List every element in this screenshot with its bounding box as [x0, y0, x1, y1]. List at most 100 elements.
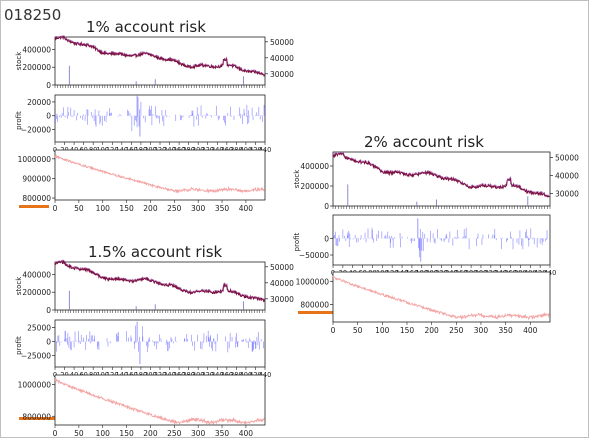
panel-title-1pct: 1% account risk	[86, 18, 206, 36]
profit-bars	[55, 321, 265, 365]
highlight-underline-1pct	[19, 205, 49, 208]
stock-volume-series	[68, 65, 244, 85]
equity-line	[332, 276, 550, 321]
equity-xtick-label: 350	[215, 429, 230, 438]
equity-xtick-label: 50	[353, 326, 363, 335]
stock-ytick-right-label: 40000	[270, 279, 294, 288]
stock-ytick-right-label: 40000	[555, 171, 579, 180]
highlight-underline-2pct	[298, 311, 334, 314]
equity-xtick-label: 0	[53, 204, 58, 213]
equity-xtick-label: 100	[96, 429, 111, 438]
equity-line	[54, 154, 265, 194]
stock-ytick-left-label: 0	[324, 202, 329, 211]
profit-ytick-label: 20000	[27, 98, 51, 107]
equity-xtick-label: 150	[119, 204, 134, 213]
stock-ytick-right-label: 30000	[270, 70, 294, 79]
equity-xtick-label: 250	[449, 326, 464, 335]
stock-price-overlay	[54, 35, 265, 75]
stock-volume-series	[347, 184, 529, 206]
equity-subplot: 800000 1000000 0 50 100 150 200 250 300 350 400	[18, 374, 266, 438]
profit-axes-frame	[54, 319, 266, 368]
profit-ytick-label: 0	[324, 234, 329, 243]
equity-xtick-label: 400	[523, 326, 538, 335]
equity-axes-frame	[332, 271, 551, 323]
equity-xtick-label: 0	[53, 429, 58, 438]
equity-xtick-label: 300	[474, 326, 489, 335]
equity-xtick-label: 100	[375, 326, 390, 335]
equity-xtick-label: 250	[167, 204, 182, 213]
stock-ytick-left-label: 400000	[22, 270, 51, 279]
profit-axes-frame	[54, 94, 266, 143]
stock-ytick-left-label: 400000	[300, 162, 329, 171]
equity-xtick-label: 300	[191, 204, 206, 213]
profit-ytick-label: 25000	[27, 323, 51, 332]
profit-ytick-label: 0	[46, 338, 51, 347]
stock-ylabel: stock	[15, 51, 23, 71]
equity-xtick-label: 150	[119, 429, 134, 438]
stock-ytick-left-label: 400000	[22, 45, 51, 54]
equity-ytick-label: 800000	[22, 412, 51, 421]
equity-xtick-label: 100	[96, 204, 111, 213]
profit-ylabel: profit	[293, 232, 301, 251]
profit-subplot: −25000025000profit0204060801001201401601…	[15, 319, 271, 379]
stock-price-line	[332, 152, 550, 198]
equity-subplot: 800000 900000 1000000 0 50 100 150 200 250 300 350…	[18, 149, 266, 213]
stock-subplot: 0 200000 400000 30000 40000 50000 stock	[293, 151, 579, 211]
stock-ytick-right-label: 40000	[270, 54, 294, 63]
equity-axes-frame	[54, 149, 266, 201]
stock-price-line	[54, 35, 266, 78]
equity-subplot: 800000 1000000 0 50 100 150 200 250 300 350 400	[296, 271, 551, 335]
equity-xtick-label: 150	[400, 326, 415, 335]
panel-title-1-5pct: 1.5% account risk	[88, 243, 223, 261]
stock-price-overlay	[332, 151, 550, 197]
profit-axes-frame	[332, 214, 551, 266]
chart-panel-2: 0200000400000300004000050000stock−500000…	[293, 151, 579, 335]
profit-subplot: −500000profit020406080100120140160180200…	[293, 214, 556, 277]
stock-code-label: 018250	[4, 6, 62, 24]
profit-subplot: −20000020000profit0204060801001201401601…	[15, 94, 271, 154]
stock-ylabel: stock	[293, 169, 301, 189]
equity-ytick-label: 900000	[22, 174, 51, 183]
equity-xtick-label: 300	[191, 429, 206, 438]
stock-ytick-right-label: 50000	[270, 38, 294, 47]
equity-xtick-label: 350	[498, 326, 513, 335]
profit-ytick-label: −50000	[299, 251, 329, 260]
equity-xtick-label: 350	[215, 204, 230, 213]
equity-ytick-label: 800000	[22, 194, 51, 203]
panel-title-2pct: 2% account risk	[364, 133, 484, 151]
equity-line	[54, 378, 265, 425]
stock-ytick-right-label: 30000	[270, 295, 294, 304]
chart-panel-1: 0200000400000300004000050000stock−200000…	[15, 35, 294, 213]
chart-panel-3: 0 200000 400000 30000 40000 50000 stock −25000 0…	[15, 259, 294, 438]
stock-axes-frame	[54, 261, 266, 311]
equity-ytick-label: 1000000	[18, 381, 52, 390]
stock-ytick-left-label: 0	[46, 81, 51, 90]
equity-xtick-label: 200	[143, 429, 158, 438]
stock-ylabel: stock	[15, 276, 23, 296]
profit-ytick-label: −20000	[21, 126, 51, 135]
stock-price-overlay	[54, 259, 265, 300]
stock-ytick-right-label: 50000	[555, 153, 579, 162]
stock-subplot: 0 200000 400000 30000 40000 50000 stock	[15, 259, 294, 315]
equity-xtick-label: 0	[331, 326, 336, 335]
profit-bars	[333, 218, 550, 262]
highlight-underline-1-5pct	[19, 417, 55, 420]
stock-ytick-right-label: 50000	[270, 263, 294, 272]
profit-ytick-label: 0	[46, 112, 51, 121]
equity-ytick-label: 800000	[300, 301, 329, 310]
stock-ytick-right-label: 30000	[555, 189, 579, 198]
stock-ytick-left-label: 200000	[300, 182, 329, 191]
equity-xtick-label: 200	[143, 204, 158, 213]
profit-bars	[55, 95, 265, 137]
stock-volume-series	[68, 290, 244, 310]
equity-ytick-label: 1000000	[296, 277, 330, 286]
profit-ylabel: profit	[15, 111, 23, 130]
equity-xtick-label: 200	[424, 326, 439, 335]
equity-xtick-label: 250	[167, 429, 182, 438]
equity-xtick-label: 400	[239, 204, 254, 213]
profit-ytick-label: −25000	[21, 352, 51, 361]
profit-ylabel: profit	[15, 336, 23, 355]
equity-xtick-label: 50	[74, 204, 84, 213]
stock-ytick-left-label: 200000	[22, 288, 51, 297]
